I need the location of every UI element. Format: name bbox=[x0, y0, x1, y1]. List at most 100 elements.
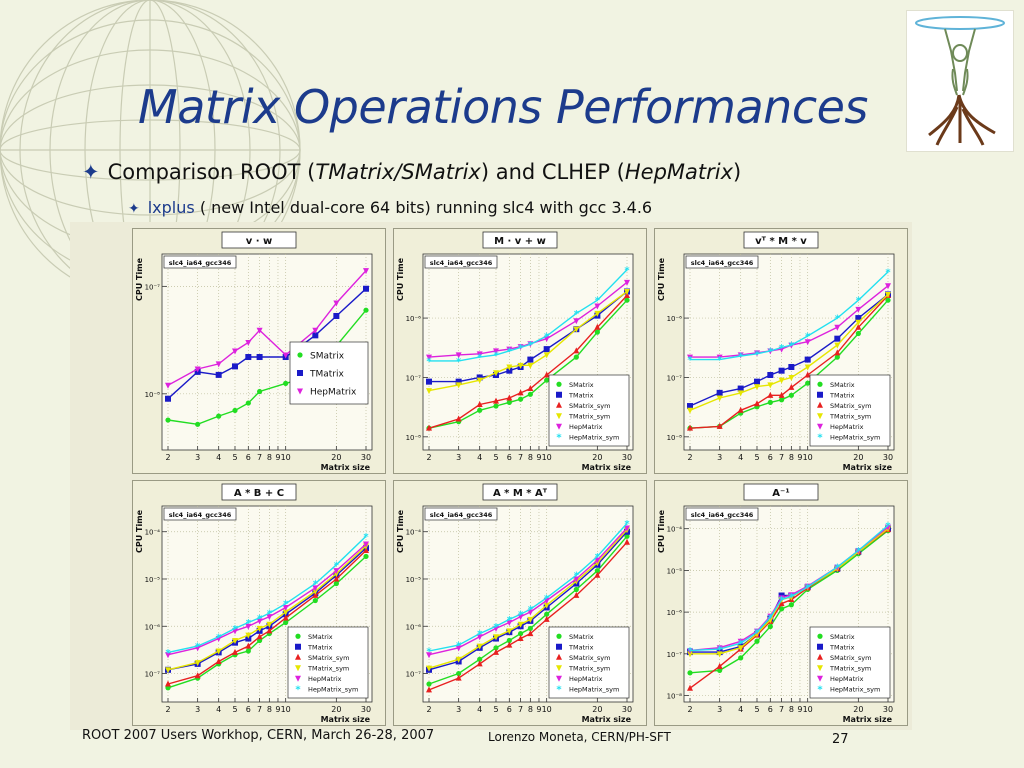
chart-title-box bbox=[743, 231, 819, 249]
data-point bbox=[527, 391, 533, 397]
data-point bbox=[492, 348, 499, 355]
series-tmatrix_sym bbox=[426, 289, 630, 395]
legend-marker bbox=[817, 633, 823, 639]
data-point bbox=[363, 547, 369, 554]
x-tick-label: 4 bbox=[477, 453, 482, 462]
bullet2-rest: ( new Intel dual-core 64 bits) running s… bbox=[194, 198, 653, 217]
bullet1-hepmatrix: HepMatrix bbox=[624, 160, 734, 184]
x-tick-label: 6 bbox=[507, 705, 512, 714]
data-point bbox=[506, 394, 513, 401]
legend-entry: TMatrix bbox=[829, 643, 855, 651]
data-point bbox=[624, 525, 630, 532]
x-tick-label: 9 bbox=[275, 705, 280, 714]
x-tick-label: 30 bbox=[622, 705, 632, 714]
data-point bbox=[687, 684, 693, 691]
data-point: * bbox=[789, 592, 795, 603]
legend-marker bbox=[297, 352, 303, 358]
data-point bbox=[194, 366, 201, 373]
y-tick-label: 10⁻⁶ bbox=[406, 315, 422, 323]
x-tick-label: 30 bbox=[883, 705, 893, 714]
legend-marker bbox=[295, 675, 301, 682]
legend-entry: SMatrix bbox=[830, 633, 855, 641]
legend-marker bbox=[556, 675, 562, 682]
chart-2: 2 3 4 5 6 7 8 9 10 20 30 10⁻⁸ 10⁻⁷ 10⁻⁶ Matrix size CPU… bbox=[393, 228, 647, 474]
y-tick-label: 10⁻⁷ bbox=[667, 651, 683, 659]
platform-tag-box bbox=[163, 255, 237, 269]
data-point bbox=[312, 591, 319, 598]
data-point: * bbox=[687, 355, 693, 366]
data-point bbox=[594, 329, 600, 335]
y-tick-label: 10⁻⁵ bbox=[406, 576, 422, 584]
legend-marker: * bbox=[295, 684, 301, 695]
series-smatrix_sym bbox=[426, 292, 630, 431]
data-point bbox=[527, 356, 534, 363]
data-point bbox=[624, 297, 630, 303]
data-point: * bbox=[456, 641, 462, 652]
y-axis-label: CPU Time bbox=[396, 257, 405, 301]
legend-entry: TMatrix bbox=[309, 370, 345, 380]
legend-marker bbox=[556, 381, 562, 387]
data-point: * bbox=[283, 599, 289, 610]
data-point bbox=[855, 306, 862, 313]
legend: SMatrix TMatrix SMatrix_sym TMatrix_sym HepM… bbox=[809, 374, 891, 447]
legend-marker bbox=[556, 401, 562, 408]
legend-marker bbox=[817, 675, 823, 682]
data-point bbox=[477, 656, 483, 662]
data-point: * bbox=[477, 353, 483, 364]
data-point bbox=[256, 618, 263, 625]
legend-entry: HepMatrix bbox=[310, 388, 357, 398]
data-point bbox=[506, 367, 513, 374]
data-point: * bbox=[885, 521, 891, 532]
data-point bbox=[737, 645, 744, 652]
legend-entry: HepMatrix bbox=[308, 675, 342, 683]
data-point bbox=[885, 283, 891, 290]
data-point bbox=[165, 652, 171, 659]
x-tick-label: 4 bbox=[738, 453, 743, 462]
data-point bbox=[363, 541, 369, 548]
data-point bbox=[754, 638, 760, 644]
data-point bbox=[804, 371, 811, 378]
legend: SMatrix TMatrix SMatrix_sym TMatrix_sym HepM… bbox=[287, 626, 369, 699]
x-tick-label: 2 bbox=[165, 453, 170, 462]
x-axis-label: Matrix size bbox=[582, 715, 632, 724]
legend-entry: HepMatrix_sym bbox=[569, 433, 619, 441]
data-point: * bbox=[717, 645, 723, 656]
data-point bbox=[594, 310, 601, 317]
data-point: * bbox=[754, 349, 760, 360]
data-point bbox=[778, 377, 785, 384]
data-point: * bbox=[426, 356, 432, 367]
data-point: * bbox=[518, 343, 524, 354]
x-tick-label: 10 bbox=[803, 705, 813, 714]
slide-title: Matrix Operations Performances bbox=[138, 80, 868, 134]
data-point: * bbox=[528, 340, 534, 351]
data-point: * bbox=[779, 595, 785, 606]
x-tick-label: 10 bbox=[281, 453, 291, 462]
data-point bbox=[455, 352, 462, 359]
legend-marker: * bbox=[817, 684, 823, 695]
platform-tag: slc4_ia64_gcc346 bbox=[691, 511, 754, 519]
data-point bbox=[215, 361, 222, 368]
legend-box bbox=[287, 626, 369, 699]
data-point bbox=[476, 634, 483, 641]
data-point bbox=[256, 354, 263, 361]
data-point: * bbox=[334, 560, 340, 571]
data-point bbox=[716, 662, 723, 669]
data-point bbox=[517, 362, 524, 369]
data-point bbox=[767, 371, 774, 378]
x-tick-label: 20 bbox=[331, 453, 341, 462]
x-tick-label: 20 bbox=[331, 705, 341, 714]
data-point bbox=[737, 385, 744, 392]
platform-tag-box bbox=[163, 507, 237, 521]
data-point bbox=[716, 645, 723, 652]
legend-entry: HepMatrix bbox=[830, 675, 864, 683]
data-point bbox=[312, 597, 318, 604]
platform-tag: slc4_ia64_gcc346 bbox=[169, 511, 232, 519]
data-point: * bbox=[779, 343, 785, 354]
x-tick-label: 8 bbox=[528, 453, 533, 462]
data-point bbox=[767, 382, 774, 389]
legend-marker bbox=[556, 423, 562, 430]
data-point bbox=[624, 538, 630, 545]
data-point bbox=[687, 407, 693, 414]
data-point bbox=[476, 377, 483, 384]
series-hepmatrix_sym: * * * * * * * * * * * bbox=[426, 265, 630, 367]
